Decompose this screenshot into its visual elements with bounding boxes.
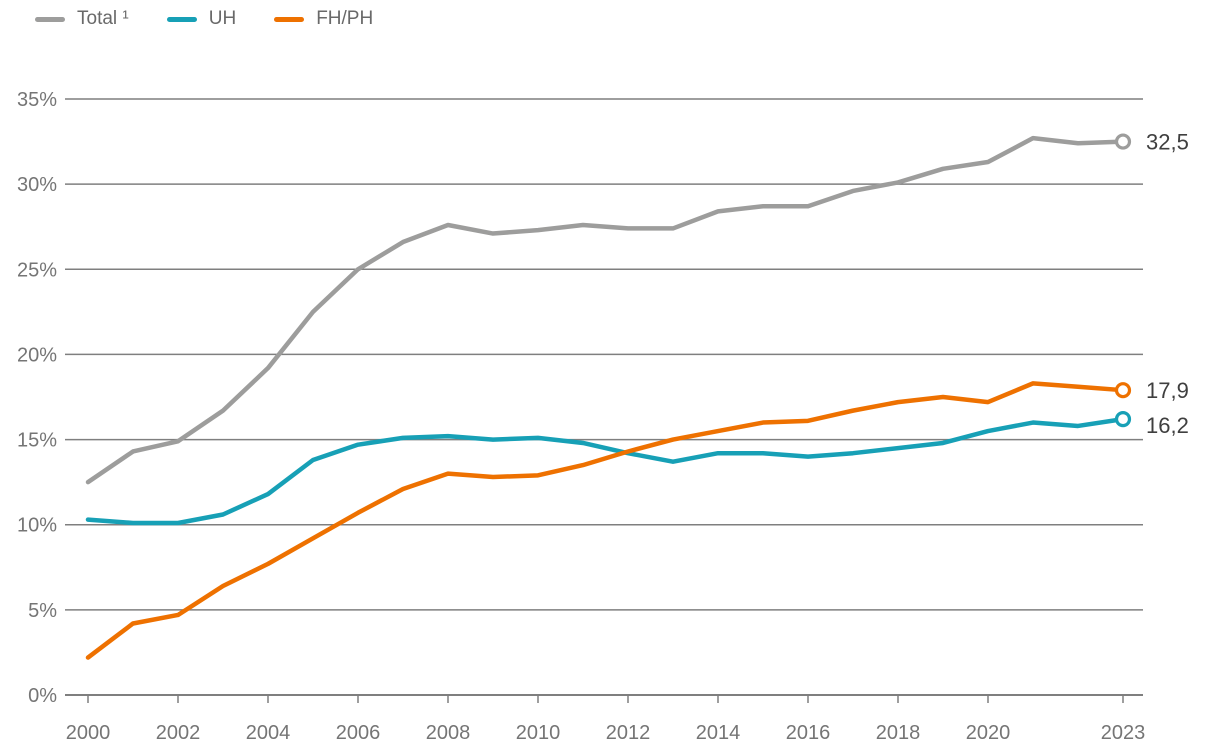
y-tick-label: 35%: [17, 89, 57, 111]
series-end-marker-fh-ph: [1114, 382, 1132, 399]
x-tick-label: 2004: [246, 722, 291, 744]
x-tick-label: 2014: [696, 722, 741, 744]
y-tick-label: 15%: [17, 430, 57, 452]
series-end-value-uh: 16,2: [1146, 413, 1189, 438]
legend-swatch-fh-ph-icon: [274, 16, 305, 22]
x-tick-label: 2008: [426, 722, 471, 744]
legend-swatch-uh-icon: [166, 16, 197, 22]
y-tick-label: 30%: [17, 174, 57, 196]
series-end-marker-total: [1114, 133, 1132, 150]
y-tick-label: 20%: [17, 344, 57, 366]
legend-item-uh: UH: [166, 8, 237, 30]
x-tick-label: 2012: [606, 722, 651, 744]
legend-label-uh: UH: [208, 8, 237, 29]
series-end-value-total: 32,5: [1146, 130, 1189, 155]
y-tick-label: 5%: [28, 600, 57, 622]
legend: Total ¹ UH FH/PH: [35, 8, 373, 30]
x-tick-label: 2020: [966, 722, 1011, 744]
series-line-uh: [85, 416, 1126, 526]
series-line-fh-ph: [85, 381, 1126, 660]
x-tick-label: 2000: [66, 722, 111, 744]
series-line-total: [85, 135, 1126, 485]
x-tick-label: 2002: [156, 722, 201, 744]
series-end-marker-uh: [1114, 411, 1132, 428]
legend-label-total: Total ¹: [77, 8, 129, 29]
x-tick-label: 2018: [876, 722, 921, 744]
x-tick-label: 2006: [336, 722, 381, 744]
x-tick-label: 2016: [786, 722, 831, 744]
legend-item-total: Total ¹: [35, 8, 129, 30]
series-end-value-fh-ph: 17,9: [1146, 378, 1189, 403]
legend-item-fh-ph: FH/PH: [274, 8, 373, 30]
legend-swatch-total-icon: [35, 16, 65, 22]
x-tick-label: 2010: [516, 722, 561, 744]
legend-label-fh-ph: FH/PH: [316, 8, 374, 29]
x-tick-label: 2023: [1101, 722, 1146, 744]
y-tick-label: 25%: [17, 259, 57, 281]
y-tick-label: 0%: [28, 685, 57, 707]
y-tick-label: 10%: [17, 515, 57, 537]
